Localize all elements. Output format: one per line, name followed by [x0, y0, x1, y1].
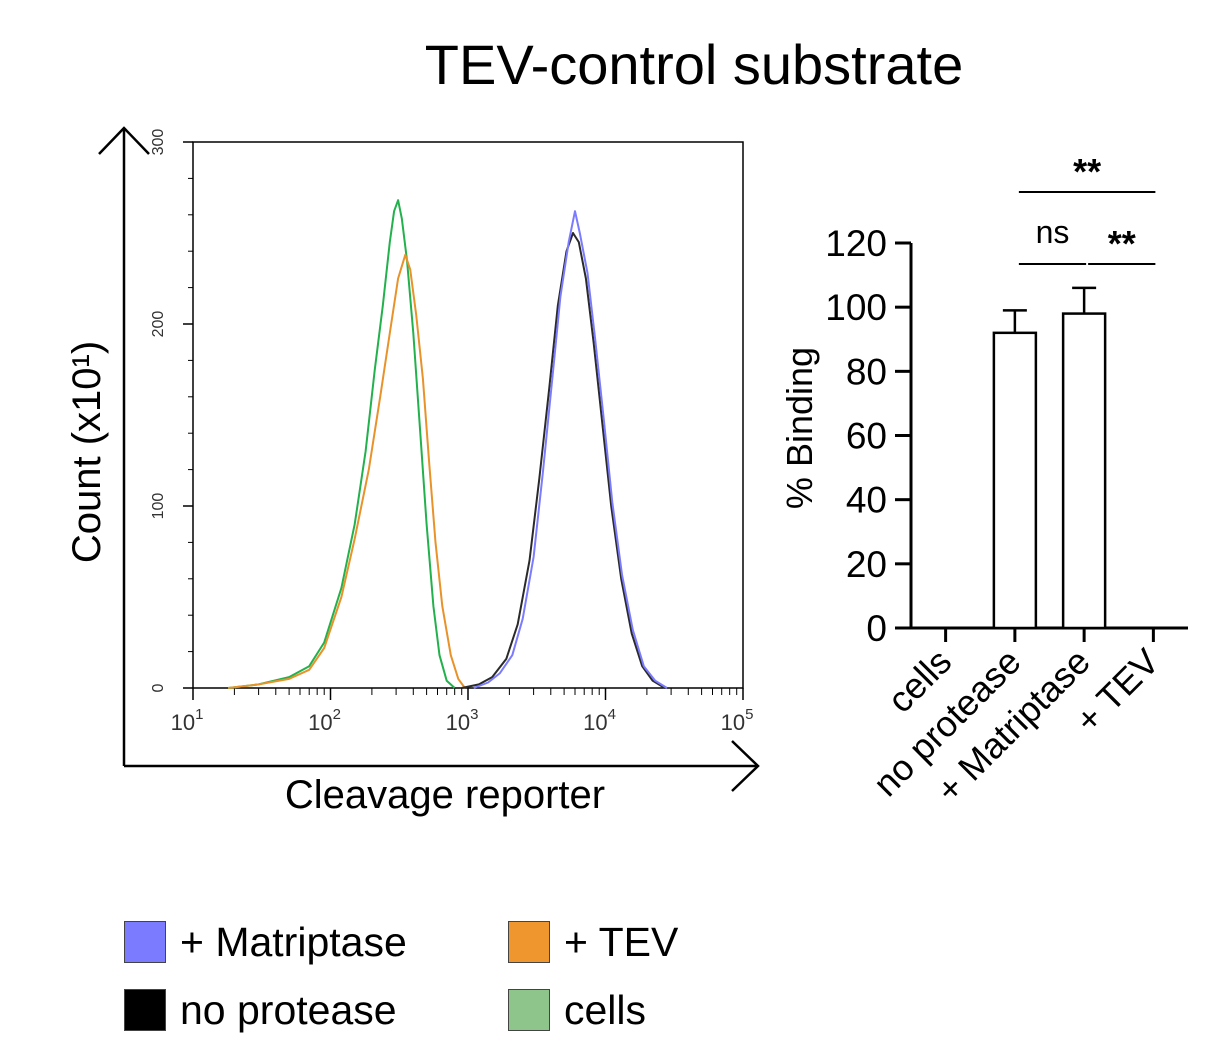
legend-item-no-protease: no protease: [124, 986, 397, 1034]
bar-y-ticks: 0 20 40 60 80 100 120: [825, 223, 911, 649]
legend-item-cells: cells: [508, 986, 646, 1034]
histogram-x-ticks: 101 102 103 104 105: [171, 688, 754, 735]
histogram-series-matriptase: [473, 210, 668, 689]
histogram-x-tick-exponent: 2: [333, 706, 341, 723]
legend-swatch: [508, 921, 550, 963]
legend-label: no protease: [180, 987, 397, 1033]
outer-y-arrow-icon: [98, 126, 150, 155]
histogram-series-cells: [227, 199, 456, 689]
histogram-x-tick-exponent: 3: [470, 706, 478, 723]
histogram-x-tick-label: 102: [308, 706, 341, 735]
bar-y-tick-label: 60: [846, 416, 887, 457]
significance-label: ns: [1036, 214, 1070, 250]
bar: [1061, 312, 1107, 630]
histogram-panel: Count (x10¹) Cleavage reporter 010020030…: [65, 126, 760, 817]
legend-label: + TEV: [564, 919, 679, 965]
bar-y-tick-label: 100: [825, 287, 887, 328]
outer-x-arrow-icon: [731, 740, 760, 792]
histogram-y-tick-label: 300: [150, 129, 167, 156]
histogram-x-title: Cleavage reporter: [285, 773, 605, 817]
bar-y-title: % Binding: [779, 347, 820, 509]
legend: + Matriptase + TEV no protease cells: [124, 918, 824, 1033]
bar-y-tick-label: 0: [866, 608, 887, 649]
bar-marks: [944, 286, 1155, 642]
bar-y-tick-label: 80: [846, 351, 887, 392]
histogram-x-tick-label: 104: [583, 706, 616, 735]
histogram-y-tick-label: 0: [150, 683, 167, 692]
legend-label: + Matriptase: [180, 919, 407, 965]
significance-brackets: ns ****: [1018, 151, 1156, 265]
bar-y-tick-label: 40: [846, 480, 887, 521]
histogram-frame: [192, 141, 744, 689]
figure-title: TEV-control substrate: [425, 33, 963, 96]
histogram-x-tick-label: 105: [721, 706, 754, 735]
histogram-series-no-protease: [461, 232, 666, 689]
histogram-series: [227, 199, 668, 689]
histogram-y-ticks: 0 100 200 300: [150, 129, 193, 692]
histogram-x-tick-label: 101: [171, 706, 204, 735]
legend-item-matriptase: + Matriptase: [124, 918, 407, 966]
significance-label: **: [1073, 151, 1101, 192]
legend-swatch: [124, 989, 166, 1031]
histogram-y-tick-label: 200: [150, 311, 167, 338]
histogram-x-tick-label: 103: [446, 706, 479, 735]
legend-swatch: [508, 989, 550, 1031]
histogram-series-tev: [227, 253, 466, 689]
bar-y-tick-label: 20: [846, 544, 887, 585]
bar-y-tick-label: 120: [825, 223, 887, 264]
bar: [992, 331, 1038, 630]
histogram-x-tick-exponent: 4: [608, 706, 616, 723]
histogram-x-tick-exponent: 5: [745, 706, 753, 723]
histogram-x-tick-exponent: 1: [195, 706, 203, 723]
legend-swatch: [124, 921, 166, 963]
histogram-y-title: Count (x10¹): [65, 341, 109, 563]
legend-label: cells: [564, 987, 647, 1033]
legend-item-tev: + TEV: [508, 918, 678, 966]
histogram-y-tick-label: 100: [150, 493, 167, 520]
significance-label: **: [1108, 223, 1136, 264]
